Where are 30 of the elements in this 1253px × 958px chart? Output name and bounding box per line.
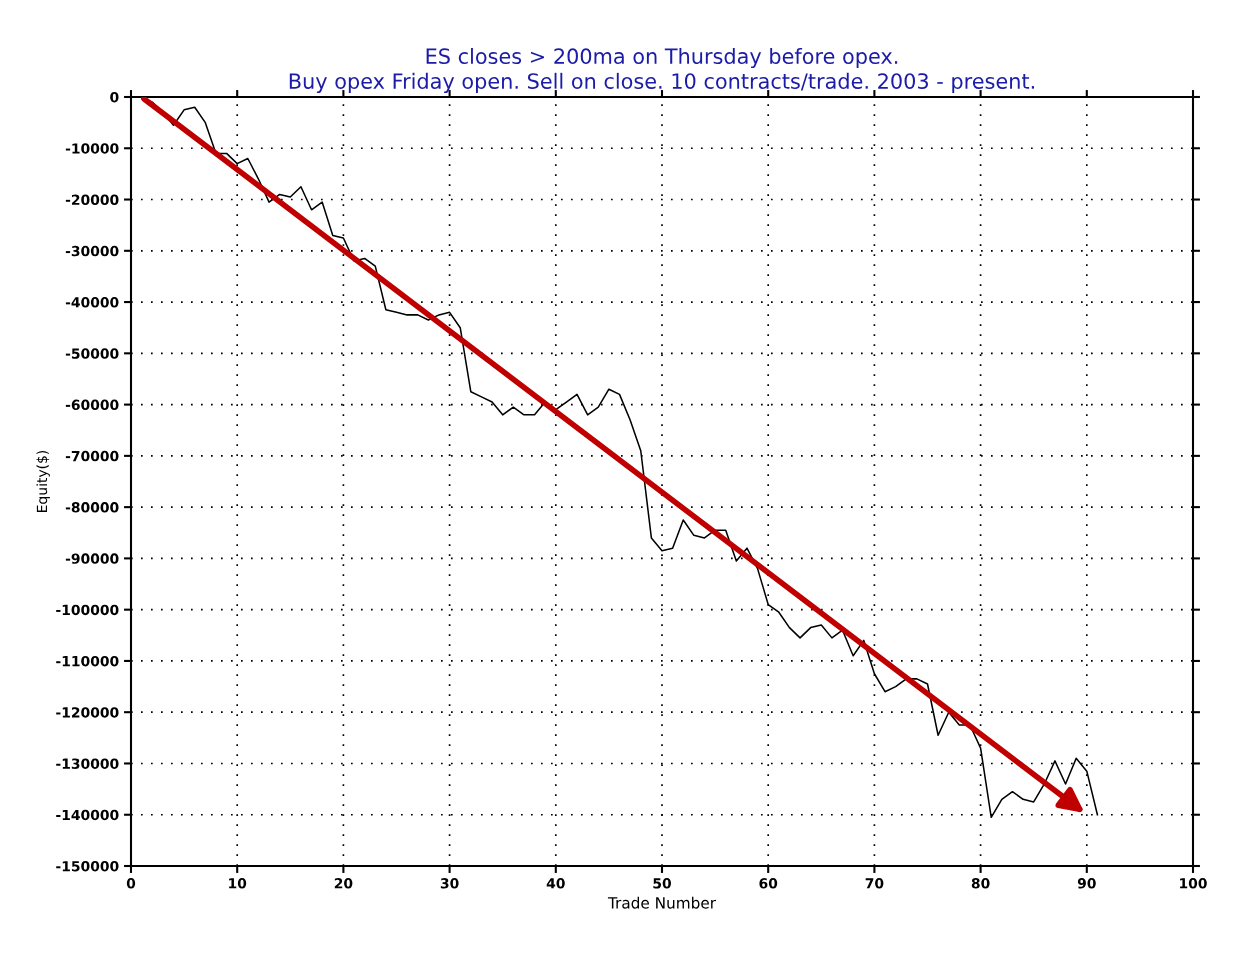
y-tick-label: -20000 xyxy=(65,194,119,206)
x-tick-label: 50 xyxy=(653,878,671,889)
chart-title: ES closes > 200ma on Thursday before opex. Buy opex Friday open. Sell on close. 10 contracts/trade. 2003 - present. xyxy=(289,47,1034,93)
x-tick-label: 40 xyxy=(546,878,565,889)
x-axis-title: Trade Number xyxy=(607,896,717,909)
y-tick-label: -110000 xyxy=(56,655,119,667)
y-tick-label: -60000 xyxy=(65,399,119,411)
x-tick-label: 80 xyxy=(971,878,990,889)
y-tick-label: -30000 xyxy=(65,245,119,257)
y-tick-label: -80000 xyxy=(65,502,119,513)
y-tick-label: -90000 xyxy=(65,553,119,564)
y-tick-label: -130000 xyxy=(56,758,119,769)
x-tick-label: 60 xyxy=(759,878,778,889)
x-tick-label: 0 xyxy=(126,878,136,889)
x-tick-label: 20 xyxy=(334,878,353,889)
y-tick-label: -50000 xyxy=(65,348,119,359)
x-tick-label: 90 xyxy=(1077,878,1096,889)
x-tick-label: 30 xyxy=(440,878,459,889)
x-tick-label: 70 xyxy=(865,878,884,889)
y-tick-label: -150000 xyxy=(56,860,119,872)
y-tick-label: -70000 xyxy=(65,450,119,462)
y-tick-label: -100000 xyxy=(56,604,119,616)
y-tick-label: 0 xyxy=(110,91,119,103)
y-tick-label: -10000 xyxy=(65,143,119,154)
x-tick-label: 100 xyxy=(1180,878,1207,889)
y-tick-label: -140000 xyxy=(56,809,119,821)
y-axis-title: Equity($) xyxy=(36,450,50,512)
y-tick-label: -120000 xyxy=(56,707,119,718)
x-tick-label: 10 xyxy=(229,878,247,889)
y-tick-label: -40000 xyxy=(65,297,119,308)
